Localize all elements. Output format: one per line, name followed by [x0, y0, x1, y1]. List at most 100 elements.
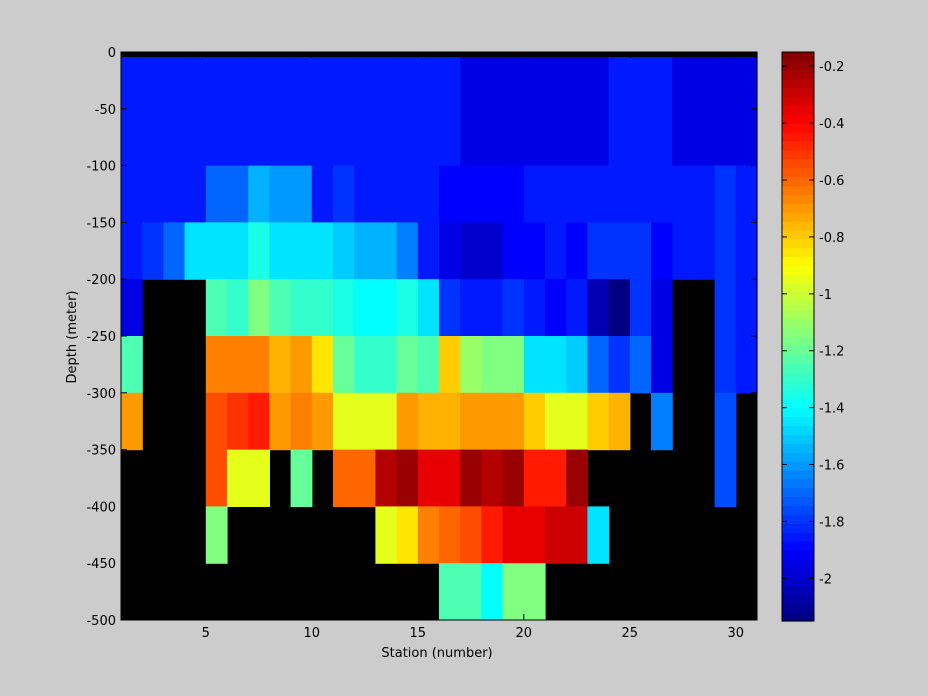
- heatmap-cell: [523, 165, 546, 223]
- x-tick-label: 5: [202, 626, 210, 641]
- heatmap-cell: [142, 222, 164, 280]
- heatmap-cell: [523, 52, 546, 110]
- heatmap-cell: [545, 108, 567, 167]
- colorbar-swatch: [782, 140, 814, 151]
- colorbar-swatch: [782, 283, 814, 293]
- heatmap-cell: [629, 52, 652, 110]
- heatmap-cell: [121, 222, 143, 280]
- heatmap-cell: [396, 108, 419, 167]
- heatmap-cell: [269, 336, 292, 394]
- colorbar-swatch: [782, 212, 814, 222]
- colorbar-swatch: [782, 327, 814, 338]
- heatmap-cell: [460, 279, 482, 337]
- heatmap-cell: [121, 392, 143, 451]
- heatmap-cell: [375, 336, 398, 394]
- heatmap-cell: [417, 222, 440, 280]
- colorbar-swatch: [782, 203, 814, 213]
- heatmap-cell: [672, 52, 694, 110]
- colorbar-swatch: [782, 372, 814, 382]
- heatmap-cell: [142, 52, 164, 110]
- heatmap-cell: [121, 279, 143, 337]
- heatmap-cell: [545, 52, 567, 110]
- colorbar-swatch: [782, 567, 814, 578]
- heatmap-cell: [333, 392, 355, 451]
- heatmap-cell: [651, 52, 673, 110]
- heatmap-cell: [205, 108, 228, 167]
- colorbar-tick-label: -1: [819, 288, 832, 303]
- heatmap-cell: [460, 563, 482, 621]
- colorbar-swatch: [782, 478, 814, 489]
- x-tick-label: 15: [410, 626, 427, 641]
- y-tick-label: -150: [86, 216, 116, 231]
- heatmap-cell: [481, 165, 504, 223]
- heatmap-cell: [354, 449, 376, 507]
- colorbar-swatch: [782, 238, 814, 249]
- x-axis-label: Station (number): [381, 646, 492, 661]
- heatmap-cell: [502, 279, 525, 337]
- y-tick-label: -500: [86, 614, 116, 629]
- colorbar-swatch: [782, 336, 814, 346]
- heatmap-cell: [290, 279, 313, 337]
- heatmap-cell: [248, 336, 270, 394]
- colorbar-swatch: [782, 532, 814, 542]
- heatmap-cell: [417, 392, 440, 451]
- heatmap-cell: [439, 165, 461, 223]
- heatmap-cell: [651, 279, 673, 337]
- heatmap-cell: [163, 108, 186, 167]
- heatmap-cell: [502, 108, 525, 167]
- x-axis: 5 10 15 20 25 30: [202, 52, 744, 641]
- heatmap-cell: [545, 392, 567, 451]
- colorbar-swatch: [782, 452, 814, 462]
- heatmap-cell: [587, 392, 610, 451]
- heatmap-cell: [121, 336, 143, 394]
- colorbar-swatch: [782, 292, 814, 302]
- heatmap-cell: [354, 108, 376, 167]
- heatmap-cell: [714, 222, 737, 280]
- heatmap-cell: [290, 222, 313, 280]
- heatmap-cell: [142, 108, 164, 167]
- colorbar-swatch: [782, 167, 814, 178]
- colorbar-tick-label: -2: [819, 572, 832, 587]
- heatmap-cell: [566, 392, 588, 451]
- heatmap-cell: [523, 563, 546, 621]
- colorbar-swatch: [782, 576, 814, 587]
- heatmap-cell: [290, 392, 313, 451]
- heatmap-cell: [121, 52, 143, 110]
- colorbar-swatch: [782, 194, 814, 204]
- heatmap-cell: [205, 52, 228, 110]
- heatmap-cell: [608, 222, 631, 280]
- heatmap-cell: [481, 279, 504, 337]
- heatmap-cells: [121, 52, 758, 621]
- heatmap-cell: [354, 336, 376, 394]
- heatmap-cell: [545, 506, 567, 564]
- heatmap-cell: [142, 165, 164, 223]
- colorbar-swatch: [782, 176, 814, 186]
- colorbar-swatch: [782, 87, 814, 98]
- colorbar-swatch: [782, 60, 814, 71]
- colorbar-axis: -0.2 -0.4 -0.6 -0.8 -1 -1.2 -1.4 -1.6 -1.8 -2: [782, 60, 844, 587]
- heatmap-cell: [587, 506, 610, 564]
- heatmap-cell: [608, 52, 631, 110]
- y-tick-label: -350: [86, 444, 116, 459]
- y-tick-label: -450: [86, 557, 116, 572]
- colorbar-swatch: [782, 540, 814, 551]
- colorbar-swatch: [782, 505, 814, 515]
- colorbar-swatch: [782, 114, 814, 124]
- heatmap-cell: [439, 392, 461, 451]
- heatmap-cell: [439, 563, 461, 621]
- heatmap-cell: [735, 165, 758, 223]
- heatmap-cell: [311, 279, 334, 337]
- heatmap-cell: [163, 165, 186, 223]
- x-tick-label: 25: [622, 626, 639, 641]
- colorbar-swatch: [782, 123, 814, 133]
- y-tick-label: -100: [86, 160, 116, 175]
- heatmap-cell: [672, 165, 694, 223]
- colorbar-swatch: [782, 514, 814, 524]
- heatmap-cell: [651, 222, 673, 280]
- colorbar-swatch: [782, 496, 814, 507]
- heatmap-cell: [269, 52, 292, 110]
- heatmap-cell: [735, 222, 758, 280]
- colorbar-swatch: [782, 407, 814, 418]
- heatmap-cell: [205, 506, 228, 564]
- heatmap-cell: [608, 108, 631, 167]
